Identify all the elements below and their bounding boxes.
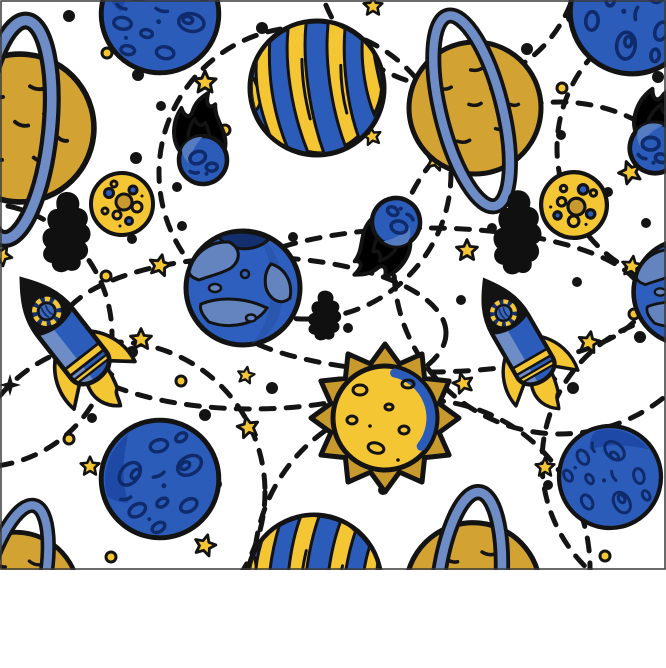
black-dot (543, 480, 553, 490)
black-dot (456, 295, 466, 305)
yellow-dot (100, 46, 114, 60)
black-dot (634, 331, 646, 343)
pattern-border (0, 0, 666, 570)
orbit-path (391, 99, 666, 437)
black-dot (87, 413, 97, 423)
space-pattern-svg (0, 0, 666, 570)
black-dot (288, 232, 298, 242)
black-dot (199, 409, 211, 421)
black-dot (130, 152, 142, 164)
black-dot (63, 10, 75, 22)
black-dot (572, 277, 582, 287)
orbit-path (55, 254, 449, 412)
black-dot (256, 22, 268, 34)
fabric-pattern-image (0, 0, 666, 570)
black-dot (156, 101, 166, 111)
black-dot (641, 218, 651, 228)
yellow-dot (598, 549, 612, 563)
orbit-path (554, 10, 666, 286)
black-dot (172, 182, 182, 192)
black-dot (556, 130, 566, 140)
black-dot (521, 43, 533, 55)
product-info-bar: Hx-1681-1 W:1.52m 3 Limited:South Americ… (0, 570, 666, 668)
star-icon (362, 0, 384, 16)
earth-icon (186, 231, 300, 345)
black-dot (177, 221, 187, 231)
sun-icon (308, 341, 462, 495)
black-dot (266, 382, 278, 394)
orbit-path (0, 202, 115, 468)
black-dot (343, 323, 353, 333)
black-dot (567, 382, 579, 394)
yellow-dot (174, 374, 188, 388)
black-dot (127, 234, 137, 244)
yellow-dot (104, 550, 118, 564)
black-dot (487, 223, 497, 233)
yellow-dot (555, 81, 569, 95)
yellow-dot (99, 269, 113, 283)
black-dot (652, 71, 664, 83)
yellow-dot (62, 432, 76, 446)
yellow-moon-icon (89, 171, 155, 237)
